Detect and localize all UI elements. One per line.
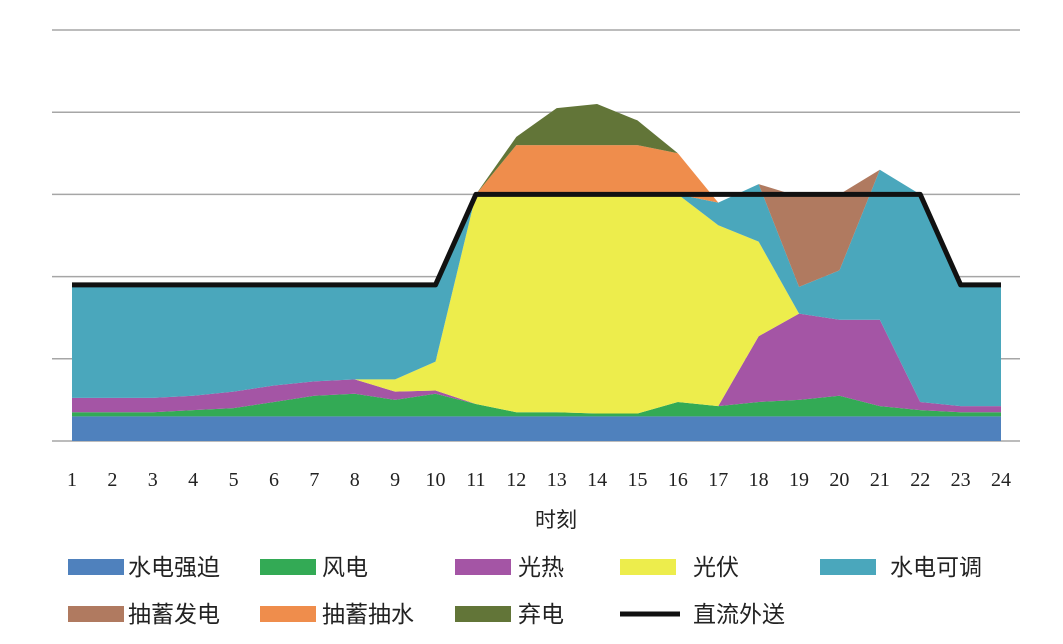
x-tick-label: 4 xyxy=(188,469,198,491)
legend-label: 水电强迫 xyxy=(128,555,220,581)
legend-entry: 抽蓄抽水 xyxy=(260,602,414,628)
x-tick-label: 10 xyxy=(426,469,446,491)
x-tick-label: 19 xyxy=(789,469,809,491)
x-tick-label: 9 xyxy=(390,469,400,491)
x-tick-label: 16 xyxy=(668,469,688,491)
x-tick-label: 14 xyxy=(587,469,607,491)
legend-swatch xyxy=(68,606,124,622)
x-tick-label: 21 xyxy=(870,469,890,491)
x-tick-label: 13 xyxy=(547,469,567,491)
legend-entry: 水电可调 xyxy=(820,555,982,581)
x-axis-label: 时刻 xyxy=(535,508,577,532)
legend-label: 抽蓄抽水 xyxy=(322,602,414,628)
legend-swatch xyxy=(820,559,876,575)
legend-label: 光伏 xyxy=(693,555,739,581)
area-series xyxy=(72,103,1001,441)
x-tick-label: 23 xyxy=(951,469,971,491)
legend-label: 光热 xyxy=(518,555,564,581)
x-tick-label: 12 xyxy=(506,469,526,491)
legend-swatch xyxy=(620,559,676,575)
legend-entry: 风电 xyxy=(260,555,368,581)
area-1 xyxy=(72,393,1001,417)
legend-label: 水电可调 xyxy=(890,555,982,581)
legend-swatch xyxy=(260,559,316,575)
legend-entry: 光伏 xyxy=(620,555,739,581)
x-tick-label: 18 xyxy=(749,469,769,491)
x-tick-label: 6 xyxy=(269,469,279,491)
legend-label: 直流外送 xyxy=(693,602,785,628)
x-tick-label: 24 xyxy=(991,469,1011,491)
legend-swatch xyxy=(68,559,124,575)
line-series-path xyxy=(72,191,1001,288)
x-tick-label: 17 xyxy=(708,469,728,491)
legend-swatch xyxy=(455,606,511,622)
legend-entry: 弃电 xyxy=(455,602,564,628)
area-6 xyxy=(72,145,1001,287)
legend-swatch xyxy=(455,559,511,575)
x-tick-label: 22 xyxy=(910,469,930,491)
area-0 xyxy=(72,416,1001,441)
legend-label: 风电 xyxy=(322,555,368,581)
x-tick-labels: 1 2 3 4 5 6 7 8 9 10 11 12 13 14 15 16 17 18 19 20 21 22 23 24 xyxy=(67,469,1011,491)
x-tick-label: 20 xyxy=(829,469,849,491)
area-3 xyxy=(72,194,1001,414)
legend-label: 弃电 xyxy=(518,602,564,628)
x-tick-label: 3 xyxy=(148,469,158,491)
x-tick-label: 2 xyxy=(107,469,117,491)
legend-entry: 抽蓄发电 xyxy=(68,602,220,628)
legend-entry: 水电强迫 xyxy=(68,555,220,581)
x-tick-label: 15 xyxy=(627,469,647,491)
line-series xyxy=(72,191,1001,288)
area-2 xyxy=(72,313,1001,414)
legend-entry: 直流外送 xyxy=(620,602,785,628)
area-4 xyxy=(72,169,1001,407)
x-tick-label: 5 xyxy=(229,469,239,491)
x-tick-label: 1 xyxy=(67,469,77,491)
x-tick-label: 7 xyxy=(309,469,319,491)
legend-entry: 光热 xyxy=(455,555,564,581)
area-7 xyxy=(72,103,1001,287)
legend-label: 抽蓄发电 xyxy=(128,602,220,628)
x-tick-label: 11 xyxy=(466,469,485,491)
legend-swatch xyxy=(260,606,316,622)
x-tick-label: 8 xyxy=(350,469,360,491)
area-5 xyxy=(72,169,1001,287)
